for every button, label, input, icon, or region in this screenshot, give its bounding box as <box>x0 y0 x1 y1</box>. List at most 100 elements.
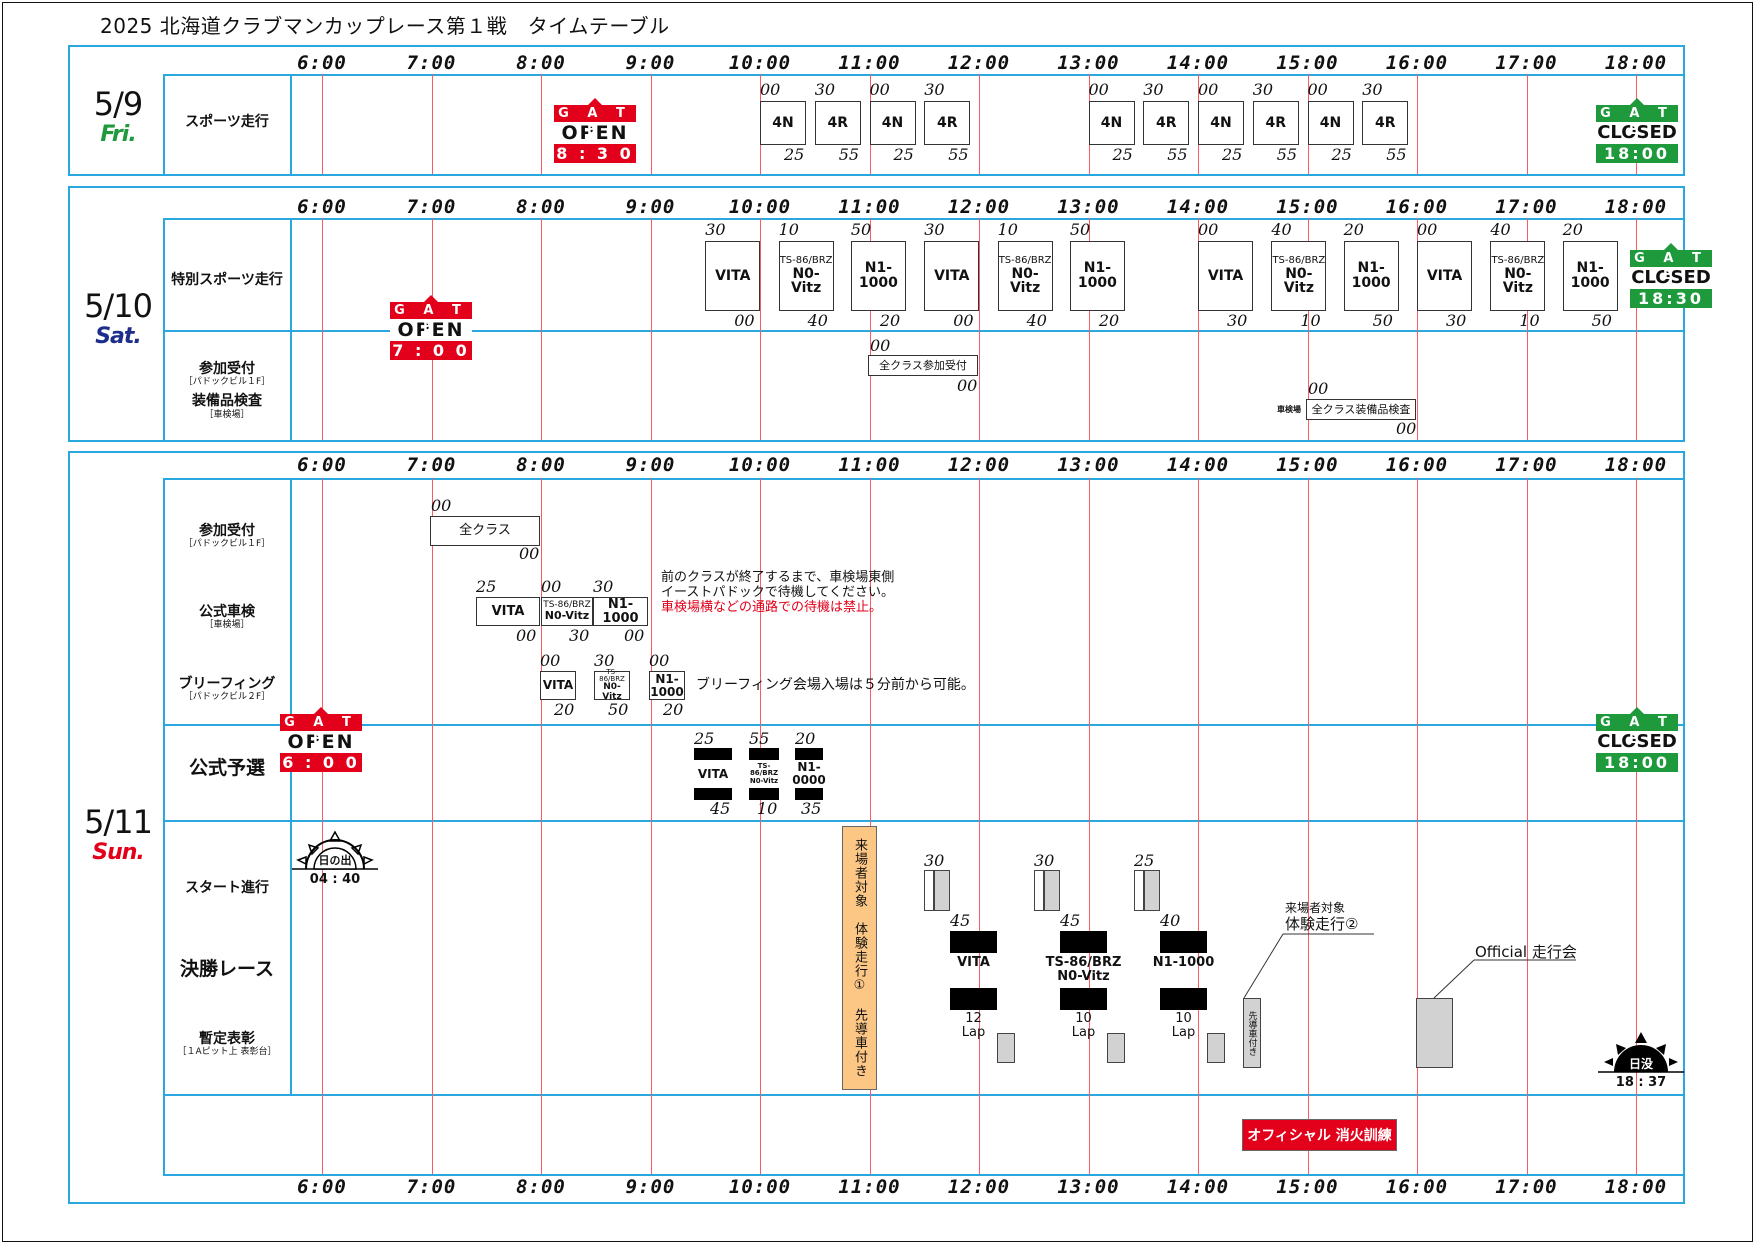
hour-label: 18:00 <box>1604 196 1668 218</box>
divider <box>290 74 292 175</box>
note-line: 前のクラスが終了するまで、車検場東側 <box>661 570 895 585</box>
session-end-min: 55 <box>838 145 860 164</box>
session-box: 4R <box>924 101 971 145</box>
session-end-min: 20 <box>554 700 575 719</box>
row-label-scrutineering: 公式車検 ［車検場］ <box>164 604 290 630</box>
session-label: N1-1000 <box>1351 260 1391 291</box>
session-box: N1-1000 <box>649 671 685 700</box>
session-start-min: 00 <box>1417 220 1438 239</box>
start-progress-box <box>1144 870 1160 911</box>
hour-label: 11:00 <box>838 1176 901 1198</box>
session-end-min: 40 <box>1026 311 1047 330</box>
divider <box>163 724 1683 726</box>
session-end-min: 25 <box>1222 145 1243 164</box>
hour-label: 13:00 <box>1057 1176 1120 1198</box>
note-line: 体験走行② <box>1285 914 1359 933</box>
day-panel-fri <box>68 45 1685 176</box>
sublabel: ［パドックビル１F］ <box>183 539 271 550</box>
start-progress-box <box>934 870 950 911</box>
race-class-name: VITA <box>935 956 1012 970</box>
hour-label: 13:00 <box>1057 52 1120 74</box>
session-label: N0-Vitz <box>1283 265 1314 297</box>
race-start-min: 45 <box>950 911 971 930</box>
start-progress-min: 30 <box>1034 851 1055 870</box>
hour-label: 7:00 <box>406 52 457 74</box>
hour-label: 18:00 <box>1604 52 1668 74</box>
session-end-min: 00 <box>953 311 974 330</box>
hour-label: 17:00 <box>1495 196 1558 218</box>
label: 暫定表彰 <box>199 1031 255 1047</box>
hour-tick <box>1198 478 1199 1174</box>
session-start-min: 30 <box>814 80 836 99</box>
session-label: N1-1000 <box>1570 260 1610 291</box>
hour-tick <box>760 478 761 1174</box>
session-label: TS-86/BRZ <box>1491 255 1545 267</box>
session-label: VITA <box>1426 267 1463 284</box>
reception-end: 00 <box>957 376 978 395</box>
day-of-week: Fri. <box>100 122 136 147</box>
session-end-min: 30 <box>1227 311 1248 330</box>
hour-tick <box>1636 478 1637 1174</box>
session-start-min: 30 <box>705 220 726 239</box>
reception-end: 00 <box>519 544 540 563</box>
hour-tick <box>1636 218 1637 440</box>
hour-label: 18:00 <box>1604 454 1668 476</box>
session-start-min: 50 <box>850 220 872 239</box>
session-box: TS-86/BRZ N0-Vitz <box>749 760 779 788</box>
hour-label: 10:00 <box>728 1176 792 1198</box>
laps-unit: Lap <box>1171 1024 1196 1040</box>
session-start-min: 10 <box>997 220 1018 239</box>
leader-line <box>1243 933 1374 999</box>
row-label-briefing: ブリーフィング ［パドックビル２F］ <box>164 676 290 702</box>
gate-closed-fri: G A T E CLOSED 18:00 <box>1596 98 1678 163</box>
session-start-min: 30 <box>924 80 945 99</box>
hour-label: 8:00 <box>516 1176 566 1198</box>
hour-label: 9:00 <box>625 454 676 476</box>
session-start-min: 00 <box>1307 80 1328 99</box>
session-label: 4N <box>1210 114 1232 131</box>
gate-open-sat: G A T E OPEN 7 : 0 0 <box>390 295 472 360</box>
qualifying-bar <box>694 788 732 800</box>
session-box: TS-86/BRZ N0-Vitz <box>1490 241 1546 311</box>
row-label-qualifying: 公式予選 <box>188 757 265 779</box>
row-label-special-sports: 特別スポーツ走行 <box>171 272 283 288</box>
divider <box>163 478 1683 480</box>
day-of-week: Sun. <box>92 840 145 865</box>
hour-tick <box>979 218 980 440</box>
qualifying-bar <box>694 748 732 760</box>
qualifying-bar <box>749 748 779 760</box>
gate-time: 7 : 0 0 <box>390 341 472 360</box>
gate-main: OPEN <box>390 319 472 341</box>
day-panel-sun <box>68 451 1685 1204</box>
session-start-min: 10 <box>778 220 799 239</box>
gate-header: G A T E <box>1600 715 1674 747</box>
session-start-min: 30 <box>594 651 615 670</box>
session-label: N1-1000 <box>650 671 684 699</box>
session-box: N1-1000 <box>593 597 648 626</box>
session-end-min: 40 <box>807 311 828 330</box>
qualifying-bar <box>749 788 779 800</box>
hour-tick <box>869 218 871 440</box>
reception-bar: 全クラス <box>430 516 540 546</box>
session-end-min: 00 <box>624 626 645 645</box>
session-end-min: 50 <box>1591 311 1612 330</box>
session-start-min: 25 <box>476 577 497 596</box>
reception-bar: 全クラス参加受付 <box>868 355 978 376</box>
podium-box <box>1207 1033 1225 1063</box>
hour-tick <box>431 74 433 174</box>
race-bar <box>950 988 997 1010</box>
hour-label: 14:00 <box>1166 1176 1230 1198</box>
label: 参加受付 <box>199 361 255 377</box>
gate-header: G A T E <box>394 303 468 335</box>
hour-label: 16:00 <box>1385 1176 1449 1198</box>
session-start-min: 00 <box>869 80 890 99</box>
race-laps: 10 Lap <box>1060 1012 1107 1039</box>
sunrise-time: 04 : 40 <box>309 872 361 887</box>
qualifying-bar <box>795 788 823 800</box>
gate-main: CLOSED <box>1630 267 1712 289</box>
gate-time: 18:30 <box>1630 289 1712 308</box>
hour-label: 18:00 <box>1604 1176 1668 1198</box>
session-box: VITA <box>924 241 980 311</box>
session-start-min: 50 <box>1069 220 1091 239</box>
official-run-label: Official 走行会 <box>1475 943 1577 961</box>
